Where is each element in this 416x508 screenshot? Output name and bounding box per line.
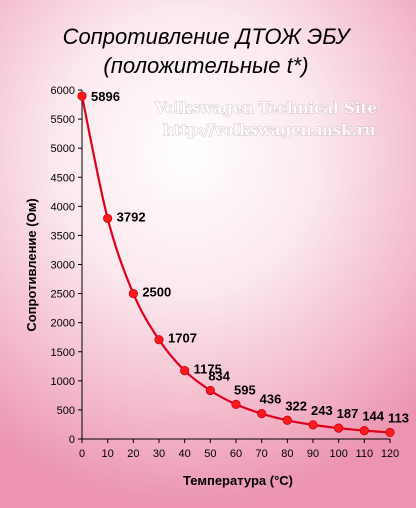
x-tick-label: 30 <box>153 448 165 460</box>
y-tick-label: 5500 <box>51 114 75 126</box>
data-point <box>128 288 138 299</box>
y-tick-label: 4500 <box>51 172 75 184</box>
data-label: 243 <box>311 403 333 418</box>
x-tick-label: 20 <box>127 448 139 460</box>
y-tick-label: 4000 <box>51 201 75 213</box>
y-tick-label: 3000 <box>51 260 75 272</box>
y-tick-label: 2500 <box>51 289 75 301</box>
y-tick-label: 1500 <box>51 347 75 359</box>
data-point <box>359 426 369 436</box>
data-point <box>385 427 395 438</box>
y-tick-label: 500 <box>57 405 75 417</box>
x-axis-label: Температура (°С) <box>183 473 293 488</box>
x-tick-label: 110 <box>356 448 374 460</box>
x-tick-label: 60 <box>230 448 242 460</box>
x-tick-label: 90 <box>307 448 319 460</box>
x-tick-label: 80 <box>281 448 293 460</box>
y-axis-label: Сопротивление (Ом) <box>24 198 39 331</box>
x-tick-label: 120 <box>381 448 399 460</box>
data-label: 2500 <box>142 285 171 300</box>
axes: 0500100015002000250030003500400045005000… <box>51 85 400 460</box>
data-point <box>205 385 215 396</box>
data-label: 3792 <box>117 209 146 224</box>
data-point <box>77 91 87 101</box>
data-label: 595 <box>234 382 256 397</box>
data-label: 5896 <box>91 89 120 104</box>
data-point <box>308 420 318 430</box>
y-tick-label: 3500 <box>51 230 75 242</box>
x-tick-label: 0 <box>79 448 85 460</box>
x-tick-label: 10 <box>102 448 114 460</box>
data-label: 322 <box>285 398 307 413</box>
data-point <box>154 335 164 345</box>
data-label: 834 <box>208 368 230 383</box>
x-tick-label: 100 <box>329 448 347 460</box>
data-label: 113 <box>388 410 409 425</box>
data-point <box>257 409 267 419</box>
chart-title: Сопротивление ДТОЖ ЭБУ <box>63 24 352 49</box>
y-tick-label: 5000 <box>51 143 75 155</box>
data-label: 1707 <box>168 331 197 346</box>
data-point <box>180 366 190 376</box>
data-label: 144 <box>362 409 384 424</box>
data-label: 436 <box>260 392 282 407</box>
chart-subtitle: (положительные t*) <box>103 53 308 78</box>
data-point <box>103 213 113 224</box>
y-tick-label: 6000 <box>51 85 75 97</box>
data-label: 1175 <box>194 362 222 377</box>
x-tick-label: 40 <box>179 448 191 460</box>
data-point <box>231 399 241 409</box>
y-tick-label: 2000 <box>51 318 75 330</box>
data-point <box>334 423 344 433</box>
watermark-line-2: http://volkswagen.msk.ru <box>163 121 376 139</box>
data-label: 187 <box>337 406 359 421</box>
data-point <box>282 415 292 425</box>
x-tick-label: 50 <box>204 448 216 460</box>
y-tick-label: 1000 <box>51 376 75 388</box>
x-tick-label: 70 <box>256 448 268 460</box>
y-tick-label: 0 <box>69 434 75 446</box>
watermark-line-1: Volkswagen Technical Site <box>154 99 377 117</box>
